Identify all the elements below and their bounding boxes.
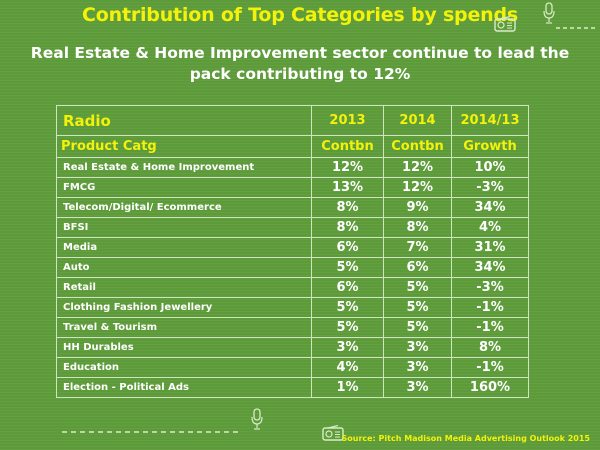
growth-cell: 34% — [451, 257, 529, 278]
radio-icon — [494, 15, 516, 36]
medium-label: Radio — [56, 105, 312, 136]
contribution-2013-cell: 12% — [311, 157, 384, 178]
contribution-2014-cell: 3% — [383, 377, 452, 398]
growth-header: Growth — [451, 135, 529, 158]
growth-cell: 8% — [451, 337, 529, 358]
growth-cell: 31% — [451, 237, 529, 258]
contribution-2014-cell: 9% — [383, 197, 452, 218]
category-cell: BFSI — [56, 217, 312, 238]
product-category-header: Product Catg — [56, 135, 312, 158]
contribution-2013-cell: 5% — [311, 317, 384, 338]
category-cell: Retail — [56, 277, 312, 298]
category-cell: Election - Political Ads — [56, 377, 312, 398]
year-2014-header: 2014 — [383, 105, 452, 136]
contribution-2014-cell: 5% — [383, 297, 452, 318]
table-row: FMCG 13% 12% -3% — [56, 177, 529, 198]
growth-cell: -3% — [451, 177, 529, 198]
radio-icon — [322, 424, 344, 445]
contribution-2014-cell: 3% — [383, 337, 452, 358]
category-cell: Auto — [56, 257, 312, 278]
growth-cell: -3% — [451, 277, 529, 298]
contribution-2014-cell: 5% — [383, 277, 452, 298]
table-row: Retail 6% 5% -3% — [56, 277, 529, 298]
growth-cell: 4% — [451, 217, 529, 238]
growth-cell: 34% — [451, 197, 529, 218]
growth-cell: -1% — [451, 297, 529, 318]
contribution-2014-header: Contbn — [383, 135, 452, 158]
category-cell: Real Estate & Home Improvement — [56, 157, 312, 178]
year-growth-header: 2014/13 — [451, 105, 529, 136]
microphone-icon — [251, 408, 263, 434]
category-cell: Media — [56, 237, 312, 258]
contribution-2014-cell: 5% — [383, 317, 452, 338]
category-cell: HH Durables — [56, 337, 312, 358]
category-cell: FMCG — [56, 177, 312, 198]
table-header-row: Product Catg Contbn Contbn Growth — [56, 135, 529, 158]
table-row: HH Durables 3% 3% 8% — [56, 337, 529, 358]
spend-contribution-table: Radio 2013 2014 2014/13 Product Catg Con… — [56, 105, 529, 398]
contribution-2013-cell: 5% — [311, 297, 384, 318]
contribution-2013-cell: 1% — [311, 377, 384, 398]
dashed-line — [62, 419, 242, 438]
growth-cell: -1% — [451, 357, 529, 378]
contribution-2013-header: Contbn — [311, 135, 384, 158]
contribution-2014-cell: 3% — [383, 357, 452, 378]
contribution-2014-cell: 12% — [383, 157, 452, 178]
contribution-2013-cell: 8% — [311, 197, 384, 218]
category-cell: Travel & Tourism — [56, 317, 312, 338]
category-cell: Education — [56, 357, 312, 378]
table-row: Clothing Fashion Jewellery 5% 5% -1% — [56, 297, 529, 318]
growth-cell: 10% — [451, 157, 529, 178]
category-cell: Clothing Fashion Jewellery — [56, 297, 312, 318]
contribution-2013-cell: 4% — [311, 357, 384, 378]
slide-title: Contribution of Top Categories by spends — [82, 4, 518, 26]
contribution-2013-cell: 13% — [311, 177, 384, 198]
microphone-icon — [543, 2, 555, 28]
contribution-2013-cell: 6% — [311, 237, 384, 258]
slide-subtitle: Real Estate & Home Improvement sector co… — [30, 44, 570, 83]
category-cell: Telecom/Digital/ Ecommerce — [56, 197, 312, 218]
source-note: Source: Pitch Madison Media Advertising … — [341, 434, 590, 443]
table-row: Travel & Tourism 5% 5% -1% — [56, 317, 529, 338]
contribution-2014-cell: 7% — [383, 237, 452, 258]
contribution-2013-cell: 3% — [311, 337, 384, 358]
contribution-2014-cell: 8% — [383, 217, 452, 238]
dashed-line — [556, 15, 596, 34]
table-row: BFSI 8% 8% 4% — [56, 217, 529, 238]
growth-cell: -1% — [451, 317, 529, 338]
table-title-row: Radio 2013 2014 2014/13 — [56, 105, 529, 136]
year-2013-header: 2013 — [311, 105, 384, 136]
table-row: Education 4% 3% -1% — [56, 357, 529, 378]
contribution-2013-cell: 5% — [311, 257, 384, 278]
table-row: Real Estate & Home Improvement 12% 12% 10% — [56, 157, 529, 178]
table-row: Telecom/Digital/ Ecommerce 8% 9% 34% — [56, 197, 529, 218]
table-row: Media 6% 7% 31% — [56, 237, 529, 258]
table-row: Auto 5% 6% 34% — [56, 257, 529, 278]
table-row: Election - Political Ads 1% 3% 160% — [56, 377, 529, 398]
growth-cell: 160% — [451, 377, 529, 398]
contribution-2013-cell: 8% — [311, 217, 384, 238]
contribution-2013-cell: 6% — [311, 277, 384, 298]
contribution-2014-cell: 6% — [383, 257, 452, 278]
contribution-2014-cell: 12% — [383, 177, 452, 198]
